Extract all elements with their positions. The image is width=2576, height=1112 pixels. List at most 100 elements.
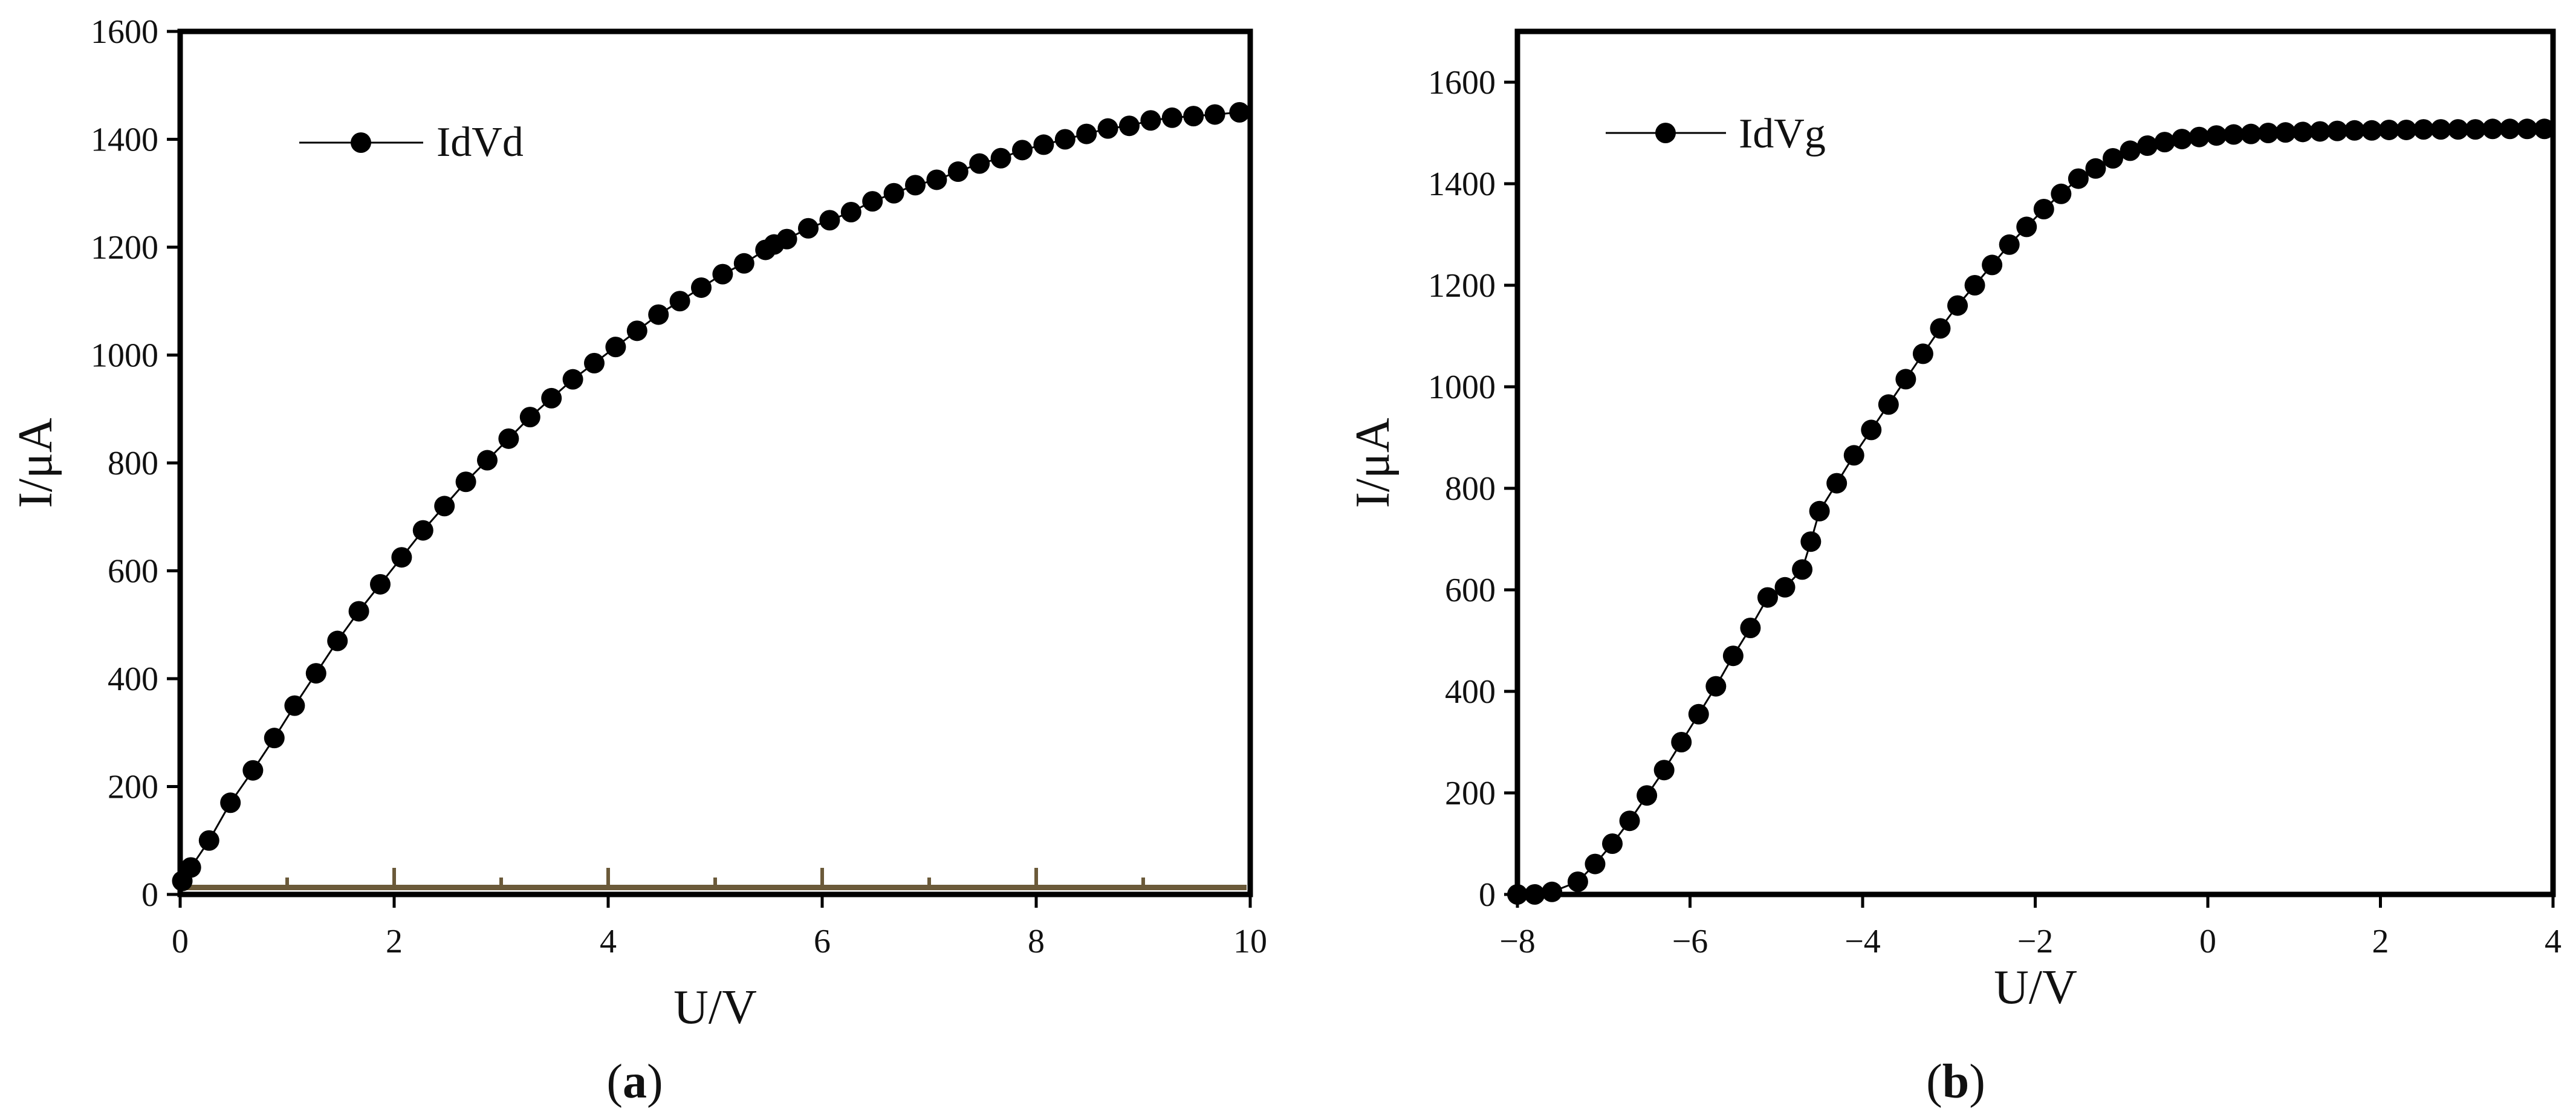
panel-a-y-tick-label: 200 <box>108 769 158 806</box>
panel-a-data-point <box>947 161 968 183</box>
panel-b-data-point <box>1705 676 1727 697</box>
panel-a-data-point <box>1229 102 1250 123</box>
panel-a-x-tick-label: 4 <box>600 923 617 960</box>
panel-b-data-point <box>2396 119 2417 140</box>
panel-b-data-point <box>2102 148 2123 169</box>
panel-b-data-point <box>1809 500 1830 522</box>
panel-a-y-tick-label: 400 <box>108 661 158 698</box>
panel-b-data-point <box>1843 445 1864 466</box>
panel-a-y-tick-label: 1600 <box>91 13 158 51</box>
panel-b-data-point <box>1567 871 1588 892</box>
panel-b-data-point <box>2240 123 2262 144</box>
panel-a-data-point <box>733 253 754 274</box>
panel-b-data-point <box>2085 158 2106 179</box>
panel-b-caption: (b) <box>1926 1055 1985 1108</box>
panel-b-data-point <box>2413 119 2434 140</box>
panel-b-series-line <box>1517 128 2545 896</box>
panel-a-y-tick-label: 1000 <box>91 337 158 375</box>
panel-a-data-point <box>605 337 626 358</box>
panel-a-data-point <box>969 153 990 174</box>
panel-a-y-tick-label: 1400 <box>91 121 158 159</box>
panel-b-data-point <box>1774 577 1796 598</box>
panel-a-baseline-strip <box>184 868 1247 890</box>
panel-a-data-point <box>712 263 733 285</box>
panel-b-legend-marker <box>1655 123 1676 143</box>
panel-a-data-point <box>819 210 840 231</box>
panel-b-x-tick-label: 4 <box>2545 923 2561 960</box>
panel-b-data-point <box>2534 118 2555 140</box>
panel-a-data-point <box>1140 110 1161 131</box>
panel-b-data-point <box>2517 118 2538 140</box>
panel-b-data-point <box>2361 120 2383 141</box>
panel-a-series-line <box>181 111 1240 882</box>
panel-a-x-tick-label: 8 <box>1028 923 1045 960</box>
panel-a-plot-frame <box>177 28 1253 897</box>
panel-b-y-tick-label: 200 <box>1445 775 1496 812</box>
panel-a-x-tick-label: 2 <box>386 923 403 960</box>
panel-b-data-point <box>2051 183 2072 204</box>
panel-b-data-point <box>1524 884 1545 905</box>
panel-b-y-tick-label: 800 <box>1445 470 1496 508</box>
panel-b-data-point <box>2327 120 2348 141</box>
panel-b-data-point <box>1999 234 2020 255</box>
panel-b-data-point <box>1671 732 1692 752</box>
panel-a-data-point <box>284 695 305 716</box>
panel-a-data-point <box>198 830 219 851</box>
panel-a-data-point <box>541 387 562 409</box>
panel-a-data-point <box>327 630 348 651</box>
panel-b-y-tick-label: 1600 <box>1428 64 1496 102</box>
panel-b-x-axis-label: U/V <box>1994 961 2077 1014</box>
panel-b-data-point <box>1912 343 1933 364</box>
panel-b-x-ticks: −8 −6 −4 −2 0 2 4 <box>1499 894 2561 960</box>
panel-b-x-tick-label: −8 <box>1499 923 1536 960</box>
panel-a-data-point <box>1183 106 1204 127</box>
panel-a-data-point <box>1076 123 1097 144</box>
panel-b-data-point <box>2257 123 2279 143</box>
panel-a-data-point <box>926 169 947 190</box>
panel-b-data-point <box>2188 126 2210 147</box>
panel-a-x-tick-label: 10 <box>1233 923 1267 960</box>
panel-a-data-point <box>990 147 1011 169</box>
panel-a-legend: IdVd <box>299 119 524 166</box>
panel-b-data-point <box>2499 118 2520 140</box>
panel-a-y-axis-label: I/μA <box>9 418 62 508</box>
panel-b-data-point <box>1637 785 1658 806</box>
panel-b-data-point <box>2223 124 2244 145</box>
panel-b-data-point <box>1878 394 1899 415</box>
panel-a-data-point <box>1204 104 1225 125</box>
panel-a-data-point <box>562 369 583 390</box>
panel-b-x-tick-label: −6 <box>1672 923 1708 960</box>
panel-b-data-point <box>2430 119 2451 140</box>
panel-b-data-point <box>1542 881 1563 902</box>
panel-b-data-point <box>2068 168 2089 189</box>
panel-a-data-point <box>1054 129 1075 150</box>
panel-a-caption: (a) <box>606 1055 663 1108</box>
panel-b-y-ticks: 0 200 400 600 800 1000 1200 1400 1600 <box>1428 64 1517 914</box>
panel-a-data-point <box>391 547 412 568</box>
panel-a-legend-marker <box>351 132 371 153</box>
panel-b-y-tick-label: 400 <box>1445 673 1496 711</box>
panel-b-data-point <box>1895 369 1916 390</box>
panel-b-data-point <box>1740 618 1761 638</box>
panel-b-data-point <box>1602 833 1623 854</box>
panel-b-data-point <box>1507 884 1528 905</box>
panel-a-data-point <box>476 450 498 471</box>
panel-b-data-point <box>2016 216 2037 238</box>
panel-a-data-point <box>1033 134 1054 155</box>
panel-b-data-point <box>1722 645 1744 667</box>
panel-a-data-point <box>1118 115 1140 137</box>
panel-b-chart: −8 −6 −4 −2 0 2 4 0 200 400 600 800 1000 1200 1400 160… <box>1346 28 2561 1108</box>
panel-b-data-point <box>1826 473 1848 494</box>
panel-b-data-point <box>1585 853 1606 874</box>
panel-a-data-point <box>498 428 519 449</box>
panel-a-y-tick-label: 600 <box>108 553 158 590</box>
panel-a-data-point <box>904 175 926 196</box>
panel-a-data-point <box>434 496 455 517</box>
panel-b-data-point <box>2344 120 2365 141</box>
panel-b-data-point <box>2275 122 2296 143</box>
panel-a-data-point <box>1011 140 1033 161</box>
panel-a-chart: 0 2 4 6 8 10 0 200 400 600 800 1000 1200 1400 1600 Id… <box>9 13 1267 1108</box>
panel-a-data-point <box>862 191 883 212</box>
panel-a-data-point <box>626 320 647 341</box>
